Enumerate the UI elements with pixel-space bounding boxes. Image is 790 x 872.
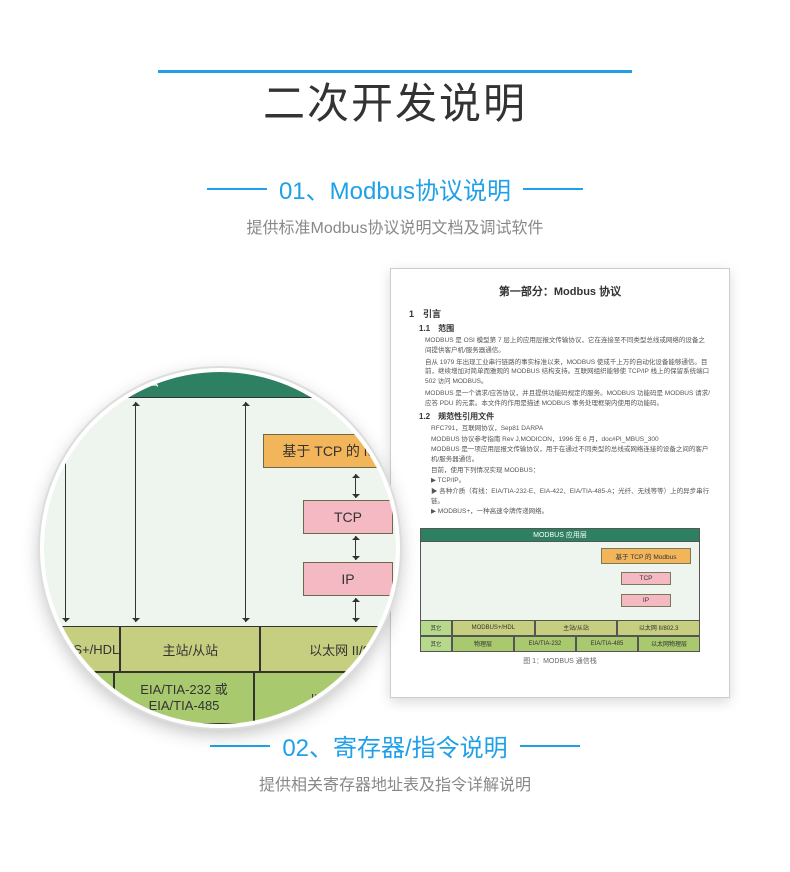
- section-01-label: 01、Modbus协议说明: [279, 171, 511, 206]
- doc-h1-1: 1 引言: [409, 307, 711, 320]
- doc-li2: MODBUS 协议参考指南 Rev J,MODICON，1996 年 6 月，d…: [431, 435, 711, 445]
- zoom-eth-phy: 以太网物理层: [254, 672, 400, 724]
- doc-h2-12: 1.2 规范性引用文件: [419, 411, 711, 422]
- mini-master-slave: 主站/从站: [535, 620, 618, 636]
- doc-p3: MODBUS 是一个请求/应答协议，并且提供功能码规定的服务。MODBUS 功能…: [425, 389, 711, 409]
- mini-app-layer: MODBUS 应用层: [420, 528, 700, 542]
- arrow-4c: [355, 536, 356, 560]
- section-02-heading: 02、寄存器/指令说明 提供相关寄存器地址表及指令详解说明: [0, 728, 790, 795]
- arrow-2: [135, 402, 136, 622]
- doc-li3: MODBUS 是一项应用层报文传输协议，用于在通过不同类型的总线或网络连接的设备…: [431, 445, 711, 466]
- top-accent-line: [158, 70, 632, 73]
- zoom-ethernet: 以太网 II/802.3: [260, 626, 400, 672]
- arrow-4b: [355, 474, 356, 498]
- mini-stack-diagram: MODBUS 应用层 基于 TCP 的 Modbus TCP IP 其它 MOD…: [420, 528, 700, 666]
- arrow-4a: [355, 402, 356, 432]
- mini-ip: IP: [621, 594, 671, 607]
- zoom-ip: IP: [303, 562, 393, 596]
- doc-li6: ▶ 各种介质（有线：EIA/TIA-232-E、EIA-422、EIA/TIA-…: [431, 487, 711, 508]
- magnifier-lens: MODBUS 应用层 基于 TCP 的 Modbus TCP IP MODBUS…: [40, 368, 400, 728]
- mini-eia232: EIA/TIA-232: [514, 636, 576, 652]
- arrow-1: [65, 402, 66, 622]
- page-title: 二次开发说明: [0, 70, 790, 131]
- doc-li1: RFC791，互联网协议，Sep81 DARPA: [431, 424, 711, 434]
- mini-modbus-hdl: MODBUS+/HDL: [452, 620, 535, 636]
- doc-p2: 自从 1979 年出现工业串行链路的事实标准以来，MODBUS 使成千上万的自动…: [425, 358, 711, 387]
- doc-li7: ▶ MODBUS+，一种高速令牌传递网络。: [431, 507, 711, 517]
- zoom-app-layer: MODBUS 应用层: [40, 368, 400, 398]
- zoom-phy: 物理层: [40, 672, 114, 724]
- dash-right: [523, 188, 583, 190]
- document-page: 第一部分：Modbus 协议 1 引言 1.1 范围 MODBUS 是 OSI …: [390, 268, 730, 698]
- dash-right-2: [520, 745, 580, 747]
- dash-left: [207, 188, 267, 190]
- section-01-sub: 提供标准Modbus协议说明文档及调试软件: [0, 214, 790, 238]
- section-01-heading: 01、Modbus协议说明 提供标准Modbus协议说明文档及调试软件: [0, 171, 790, 238]
- mini-other: 其它: [420, 620, 452, 636]
- mini-ethernet: 以太网 II/802.3: [617, 620, 700, 636]
- mini-other2: 其它: [420, 636, 452, 652]
- zoom-tcp-modbus: 基于 TCP 的 Modbus: [263, 434, 400, 468]
- mini-tcp: TCP: [621, 572, 671, 585]
- mini-caption: 图 1：MODBUS 通信栈: [420, 656, 700, 666]
- arrow-3: [245, 402, 246, 622]
- arrow-4d: [355, 598, 356, 622]
- illustration-area: 第一部分：Modbus 协议 1 引言 1.1 范围 MODBUS 是 OSI …: [0, 258, 790, 718]
- doc-h2-11: 1.1 范围: [419, 323, 711, 334]
- mini-tcp-modbus: 基于 TCP 的 Modbus: [601, 548, 691, 564]
- zoom-master-slave: 主站/从站: [120, 626, 260, 672]
- dash-left-2: [210, 745, 270, 747]
- doc-title: 第一部分：Modbus 协议: [409, 283, 711, 299]
- section-02-label: 02、寄存器/指令说明: [282, 728, 507, 763]
- zoom-eia232: EIA/TIA-232 或: [140, 682, 227, 698]
- mini-phy: 物理层: [452, 636, 514, 652]
- section-02-sub: 提供相关寄存器地址表及指令详解说明: [0, 771, 790, 795]
- zoom-eia485: EIA/TIA-485: [149, 698, 220, 714]
- doc-p1: MODBUS 是 OSI 模型第 7 层上的应用层报文传输协议，它在连接至不同类…: [425, 336, 711, 356]
- zoom-modbus-hdl: MODBUS+/HDL: [40, 626, 120, 672]
- mini-eth-phy: 以太网物理层: [638, 636, 700, 652]
- doc-li4: 目前，使用下列情况实现 MODBUS：: [431, 466, 711, 476]
- zoom-tcp: TCP: [303, 500, 393, 534]
- mini-eia485: EIA/TIA-485: [576, 636, 638, 652]
- doc-li5: ▶ TCP/IP。: [431, 476, 711, 486]
